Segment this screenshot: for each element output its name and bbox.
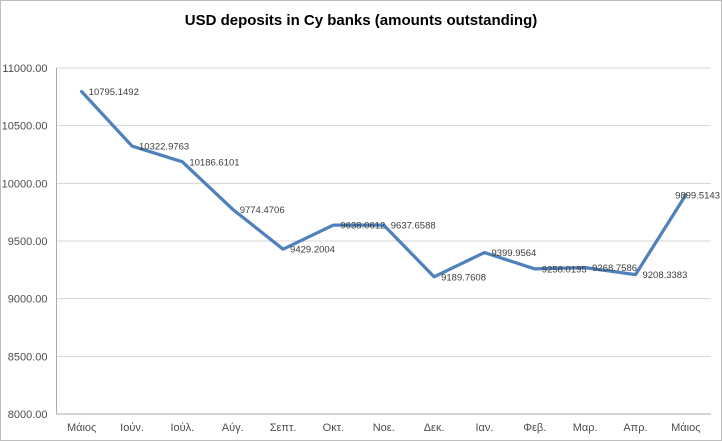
y-axis-label: 10000.00 bbox=[2, 178, 48, 190]
chart-title: USD deposits in Cy banks (amounts outsta… bbox=[184, 12, 538, 29]
x-axis-label: Μάιος bbox=[671, 422, 700, 434]
x-axis-label: Νοε. bbox=[373, 422, 395, 434]
data-label: 9774.4706 bbox=[240, 205, 285, 216]
data-label: 9208.3383 bbox=[642, 270, 687, 281]
y-axis-label: 9500.00 bbox=[8, 236, 48, 248]
data-label: 10795.1492 bbox=[89, 87, 139, 98]
y-axis-label: 11000.00 bbox=[2, 63, 47, 75]
x-axis-label: Απρ. bbox=[623, 422, 647, 434]
data-label: 9637.6588 bbox=[391, 221, 436, 232]
data-label: 9268.7586 bbox=[592, 263, 637, 274]
data-label: 10186.6101 bbox=[189, 157, 239, 168]
x-axis-label: Σεπτ. bbox=[270, 422, 297, 434]
x-axis-label: Ιούν. bbox=[120, 422, 144, 434]
data-label: 9899.5143 bbox=[675, 190, 720, 201]
data-label: 9189.7608 bbox=[441, 272, 486, 283]
y-axis-label: 9000.00 bbox=[8, 294, 48, 306]
x-axis-label: Ιαν. bbox=[475, 422, 493, 434]
y-axis-label: 8500.00 bbox=[8, 351, 48, 363]
series-line bbox=[80, 90, 688, 279]
data-label: 9258.0195 bbox=[542, 264, 587, 275]
x-axis-label: Μάιος bbox=[67, 422, 96, 434]
y-axis-label: 10500.00 bbox=[2, 121, 48, 133]
x-axis-label: Μαρ. bbox=[573, 422, 598, 434]
data-label: 9399.9564 bbox=[491, 248, 536, 259]
data-label: 10322.9763 bbox=[139, 142, 189, 153]
x-axis-label: Φεβ. bbox=[523, 422, 546, 434]
data-label: 9638.0612 bbox=[340, 221, 385, 232]
data-label: 9429.2004 bbox=[290, 245, 335, 256]
x-axis-label: Ιούλ. bbox=[170, 422, 194, 434]
x-axis-label: Οκτ. bbox=[323, 422, 344, 434]
y-axis-label: 8000.00 bbox=[8, 409, 48, 421]
x-axis-label: Αύγ. bbox=[222, 422, 244, 434]
x-axis-label: Δεκ. bbox=[424, 422, 445, 434]
